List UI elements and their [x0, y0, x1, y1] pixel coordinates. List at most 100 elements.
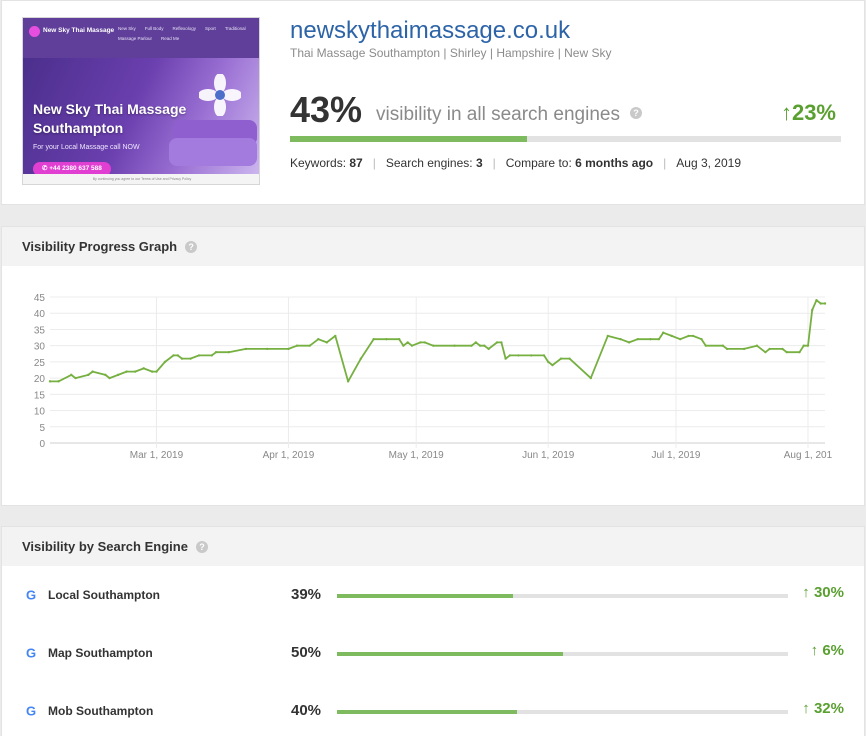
engine-progress-fill [337, 652, 563, 656]
x-tick-label: Aug 1, 201 [784, 450, 833, 461]
data-point [529, 354, 533, 357]
engine-change: ↑ 32% [802, 700, 844, 717]
svg-text:G: G [26, 588, 36, 602]
engine-row[interactable]: G Local Southampton 39% ↑ 30% [2, 580, 866, 610]
engine-progress-bar [337, 594, 788, 598]
data-point [721, 344, 725, 347]
data-point [474, 341, 478, 344]
graph-card-title: Visibility Progress Graph? [22, 239, 198, 254]
engine-row[interactable]: G Map Southampton 50% ↑ 6% [2, 638, 866, 668]
data-point [768, 347, 771, 351]
site-meta: Keywords: 87 | Search engines: 3 | Compare t… [290, 156, 741, 170]
data-point [517, 354, 520, 357]
x-tick-label: Apr 1, 2019 [263, 450, 315, 461]
towel-image [169, 138, 257, 166]
keywords-value: 87 [349, 156, 363, 170]
visibility-change: ↑23% [781, 100, 836, 126]
google-icon: G [26, 588, 36, 602]
data-point [142, 367, 145, 370]
data-point [547, 360, 550, 364]
visibility-line-chart[interactable]: 0 5 10 15 20 25 30 35 40 45 Mar 1, 2019 Apr 1, 2019… [2, 266, 864, 506]
data-point [802, 344, 805, 347]
data-point [781, 347, 784, 351]
data-point [308, 344, 311, 347]
data-point [483, 344, 486, 347]
data-point [819, 302, 822, 305]
data-point [70, 373, 73, 377]
visibility-percent: 43% [290, 89, 363, 130]
data-point [334, 334, 337, 338]
x-tick-label: May 1, 2019 [389, 450, 444, 461]
data-point [108, 376, 111, 380]
engine-change-value: 30% [813, 584, 844, 601]
y-tick-label: 25 [34, 358, 46, 369]
help-icon[interactable]: ? [629, 106, 642, 119]
data-point [423, 341, 426, 344]
engine-card-title: Visibility by Search Engine? [22, 539, 208, 554]
data-point [244, 347, 248, 351]
engine-progress-bar [337, 710, 788, 714]
data-point [372, 337, 375, 341]
data-point [589, 376, 592, 380]
data-point [104, 373, 107, 377]
data-point [470, 344, 473, 347]
engine-change: ↑ 30% [802, 584, 844, 601]
divider: | [492, 156, 496, 170]
y-tick-label: 0 [39, 439, 45, 450]
data-point [116, 373, 120, 377]
series-line [50, 299, 825, 383]
data-point [197, 354, 201, 357]
engine-name: Local Southampton [48, 588, 160, 602]
engine-title-text: Visibility by Search Engine [22, 539, 188, 554]
data-point [559, 357, 563, 360]
engine-progress-fill [337, 594, 513, 598]
compare-value[interactable]: 6 months ago [575, 156, 654, 170]
data-point [385, 337, 388, 341]
thumbnail-brand: New Sky Thai Massage [43, 27, 115, 34]
data-point [87, 373, 90, 377]
engine-row[interactable]: G Mob Southampton 40% ↑ 32% [2, 696, 866, 726]
y-tick-label: 10 [34, 407, 46, 418]
data-point [176, 354, 179, 357]
engine-percent: 40% [291, 702, 322, 719]
data-point [551, 363, 554, 367]
data-point [495, 341, 499, 344]
x-tick-label: Jun 1, 2019 [522, 450, 575, 461]
data-point [478, 344, 482, 347]
data-point [649, 337, 652, 341]
site-domain-link[interactable]: newskythaimassage.co.uk [290, 17, 571, 44]
data-point [91, 370, 94, 373]
data-point [48, 380, 52, 383]
thumbnail-headline: New Sky Thai Massage Southampton [33, 101, 187, 136]
data-point [410, 344, 414, 347]
thumbnail-phone-button: ✆ +44 2380 637 588 [33, 162, 111, 176]
thumbnail-hero: New Sky Thai Massage Southampton For you… [23, 58, 259, 176]
y-tick-label: 20 [34, 374, 46, 385]
data-point [704, 344, 707, 347]
data-point [287, 347, 290, 351]
help-icon[interactable]: ? [185, 240, 198, 253]
data-point [764, 350, 767, 354]
engines-label: Search engines: [385, 156, 473, 170]
google-icon: G [26, 704, 36, 718]
divider: | [663, 156, 667, 170]
site-thumbnail[interactable]: New Sky Thai Massage New Sky Full Body Ref… [22, 17, 260, 185]
arrow-up-icon: ↑ [802, 700, 810, 717]
visibility-change-value: 23% [791, 100, 836, 125]
flower-image [199, 74, 241, 116]
lotus-logo-icon [29, 26, 40, 37]
engine-card-header: Visibility by Search Engine? [2, 527, 864, 566]
y-tick-label: 40 [34, 309, 46, 320]
data-point [670, 334, 673, 338]
data-point [133, 370, 137, 373]
thumbnail-menu-item: Read Me [161, 36, 180, 41]
engine-name: Map Southampton [48, 646, 153, 660]
arrow-up-icon: ↑ [810, 642, 819, 659]
thumbnail-footer: By continuing you agree to our Terms of … [23, 174, 259, 184]
data-point [180, 357, 184, 360]
data-point [606, 334, 610, 338]
data-point [402, 344, 405, 347]
y-tick-label: 45 [34, 293, 46, 304]
help-icon[interactable]: ? [195, 540, 208, 553]
search-engine-card: Visibility by Search Engine? G Local Sou… [1, 526, 865, 736]
